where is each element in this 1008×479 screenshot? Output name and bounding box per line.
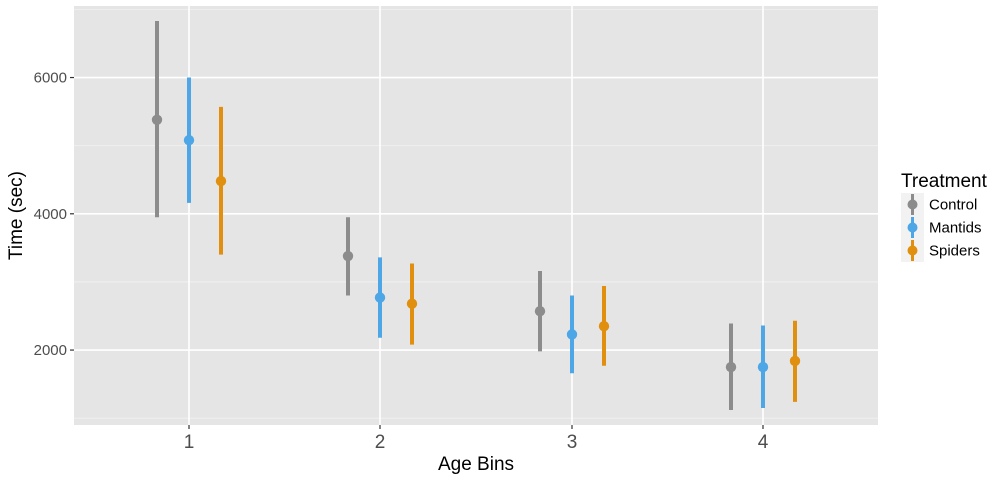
- y-axis-title: Time (sec): [6, 171, 27, 260]
- x-axis: 1 2 3 4: [184, 425, 769, 453]
- data-point: [566, 329, 578, 340]
- legend: Treatment Control Mantids Spiders: [901, 171, 988, 262]
- legend-label: Spiders: [929, 243, 980, 260]
- legend-title: Treatment: [901, 171, 988, 192]
- legend-label: Mantids: [929, 220, 982, 237]
- data-point: [183, 135, 195, 146]
- plot-panel: [74, 6, 878, 425]
- x-tick-label: 1: [184, 432, 195, 453]
- data-point: [374, 292, 386, 303]
- data-point: [534, 306, 546, 317]
- data-point: [151, 114, 163, 125]
- data-point: [598, 321, 610, 332]
- data-marks: [151, 20, 801, 411]
- x-tick-label: 3: [567, 432, 578, 453]
- data-point: [215, 175, 227, 187]
- x-tick-label: 2: [375, 432, 386, 453]
- data-point: [789, 355, 801, 367]
- legend-key-point: [907, 199, 918, 210]
- data-point: [725, 361, 737, 373]
- data-point: [342, 250, 354, 262]
- y-axis: 2000 4000 6000: [34, 70, 74, 359]
- y-tick-label: 6000: [34, 70, 67, 87]
- legend-label: Control: [929, 197, 977, 214]
- x-tick-label: 4: [758, 432, 769, 453]
- data-point: [406, 298, 418, 309]
- legend-key-point: [907, 245, 918, 256]
- y-tick-label: 4000: [34, 206, 67, 223]
- data-point: [757, 361, 769, 373]
- y-tick-label: 2000: [34, 342, 67, 359]
- legend-key-point: [907, 222, 918, 233]
- x-axis-title: Age Bins: [438, 454, 514, 475]
